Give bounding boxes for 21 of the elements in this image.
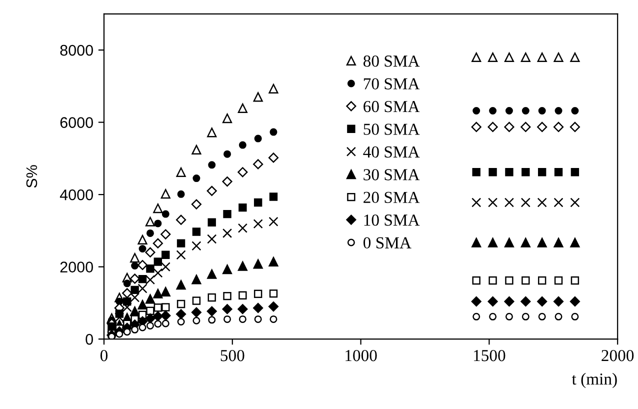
x-tick-label: 500: [220, 350, 244, 362]
x-tick-label: 1000: [346, 350, 377, 362]
legend-label: 20 SMA: [364, 192, 420, 204]
legend-label: 70 SMA: [364, 78, 420, 90]
y-axis-title: S%: [26, 165, 38, 188]
x-tick-label: 2000: [602, 350, 634, 362]
x-tick-label: 0: [100, 350, 108, 362]
legend-label: 60 SMA: [364, 100, 420, 112]
legend-label: 30 SMA: [364, 169, 420, 180]
y-tick-label: 4000: [60, 189, 93, 200]
y-tick-label: 0: [86, 334, 93, 345]
legend-label: 40 SMA: [363, 146, 420, 158]
legend-label: 0 SMA: [363, 237, 412, 248]
legend-label: 10 SMA: [364, 214, 420, 226]
y-tick-label: 8000: [60, 44, 93, 56]
x-axis-title: t (min): [572, 372, 617, 388]
legend-label: 50 SMA: [364, 124, 420, 135]
y-tick-label: 2000: [60, 262, 93, 272]
legend-label: 80 SMA: [363, 56, 420, 67]
x-tick-label: 1500: [474, 350, 506, 362]
y-tick-label: 6000: [60, 117, 93, 128]
